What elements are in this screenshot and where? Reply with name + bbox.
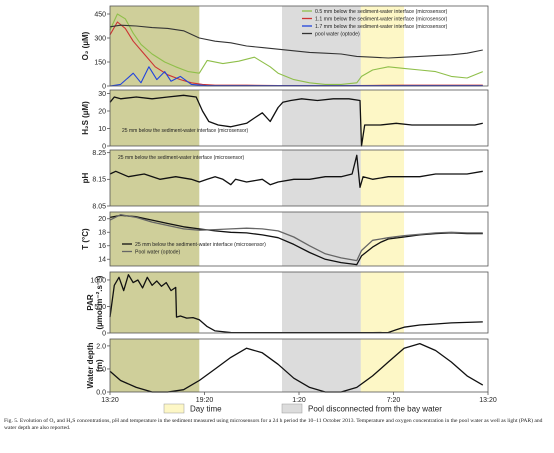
x-tick-label: 13:20: [479, 397, 497, 404]
y-tick-label: 300: [94, 35, 106, 42]
y-axis-label: H₂S (µM): [81, 101, 90, 135]
panel-annotation: 25 mm below the sediment-water interface…: [118, 155, 244, 161]
pool-disconnected-shade: [281, 6, 361, 86]
legend-entry: 1.7 mm below the sediment-water interfac…: [315, 24, 448, 30]
y-tick-label: 1.0: [96, 366, 106, 373]
y-tick-label: 8.05: [92, 203, 106, 210]
pool-disconnected-shade: [281, 339, 361, 392]
y-axis-label: pH: [81, 172, 90, 183]
day-shade-morning: [110, 339, 200, 392]
series-line: [109, 214, 483, 266]
y-tick-label: 1000: [90, 277, 106, 284]
shading-layer: [110, 6, 405, 392]
day-shade-morning: [110, 6, 200, 86]
legend-entry: pool water (optode): [315, 31, 360, 37]
x-tick-label: 13:20: [101, 397, 119, 404]
y-tick-label: 30: [98, 91, 106, 98]
panel-frame: [109, 271, 489, 334]
y-tick-label: 20: [98, 216, 106, 223]
y-tick-label: 14: [98, 257, 106, 264]
bottom-legend: Day time Pool disconnected from the bay …: [163, 403, 442, 414]
legend-entry: Pool water (optode): [135, 249, 181, 255]
y-axis-label: O₂ (µM): [81, 31, 90, 60]
y-tick-label: 18: [98, 230, 106, 237]
y-tick-label: 10: [98, 126, 106, 133]
panel-frame: [109, 5, 489, 87]
y-axis-label: PAR: [86, 294, 95, 311]
legend-label-pool: Pool disconnected from the bay water: [308, 405, 442, 414]
legend-swatch-day: [163, 403, 185, 414]
y-axis-label: (m): [95, 359, 104, 372]
y-axis-label: Water depth: [86, 342, 95, 388]
x-tick-label: 19:20: [196, 397, 214, 404]
y-axis-label: (µmol.m⁻².s⁻¹): [95, 275, 104, 329]
y-tick-label: 150: [94, 59, 106, 66]
panel-frame: [109, 211, 489, 267]
legend-swatch-pool: [281, 403, 303, 414]
day-shade-morning: [110, 272, 200, 333]
y-axis-label: T (°C): [81, 228, 90, 250]
y-tick-label: 8.25: [92, 150, 106, 157]
panel-5: 1000 500 0 PAR (µmol.m⁻².s⁻¹): [86, 271, 489, 337]
panel-annotation: 25 mm below the sediment-water interface…: [122, 128, 248, 134]
legend-entry: 25 mm below the sediment-water interface…: [135, 242, 266, 248]
x-tick-label: 1:20: [292, 397, 306, 404]
legend-entry: 0.5 mm below the sediment-water interfac…: [315, 9, 448, 15]
x-tick-label: 7:20: [387, 397, 401, 404]
y-tick-label: 16: [98, 243, 106, 250]
y-tick-label: 0.0: [96, 389, 106, 396]
panel-frame: [109, 89, 489, 147]
y-tick-label: 450: [94, 11, 106, 18]
panel-2: 30 20 10 0 H₂S (µM) 25 mm below the sediment-…: [81, 89, 489, 150]
y-tick-label: 2.0: [96, 343, 106, 350]
y-tick-label: 0: [102, 330, 106, 337]
legend-label-day: Day time: [190, 405, 222, 414]
y-tick-label: 20: [98, 108, 106, 115]
y-tick-label: 8.15: [92, 177, 106, 184]
panel-3: 8.25 8.15 8.05 pH 25 mm below the sediment-w…: [81, 149, 489, 210]
x-axis: 13:20 19:20 1:20 7:20 13:20: [101, 392, 497, 404]
series-line: [109, 24, 483, 59]
panel-1: 450 300 150 0 O₂ (µM) 0.5 mm below the sedime…: [81, 5, 489, 90]
pool-disconnected-shade: [281, 272, 361, 333]
series-line: [109, 94, 483, 147]
y-tick-label: 500: [94, 304, 106, 311]
series-line: [109, 214, 483, 262]
y-tick-label: 0: [102, 83, 106, 90]
panel-4: 20 18 16 14 T (°C) 25 mm below the sediment-w…: [81, 211, 489, 267]
series-line: [109, 13, 484, 85]
series-line: [109, 154, 483, 188]
day-shade-morning: [110, 90, 200, 146]
legend-entry: 1.1 mm below the sediment-water interfac…: [315, 16, 448, 22]
series-line: [109, 274, 483, 334]
panel-frame: [109, 149, 489, 207]
y-tick-label: 0: [102, 143, 106, 150]
figure-caption: Fig. 5. Evolution of O₂ and H₂S concentr…: [4, 418, 543, 431]
